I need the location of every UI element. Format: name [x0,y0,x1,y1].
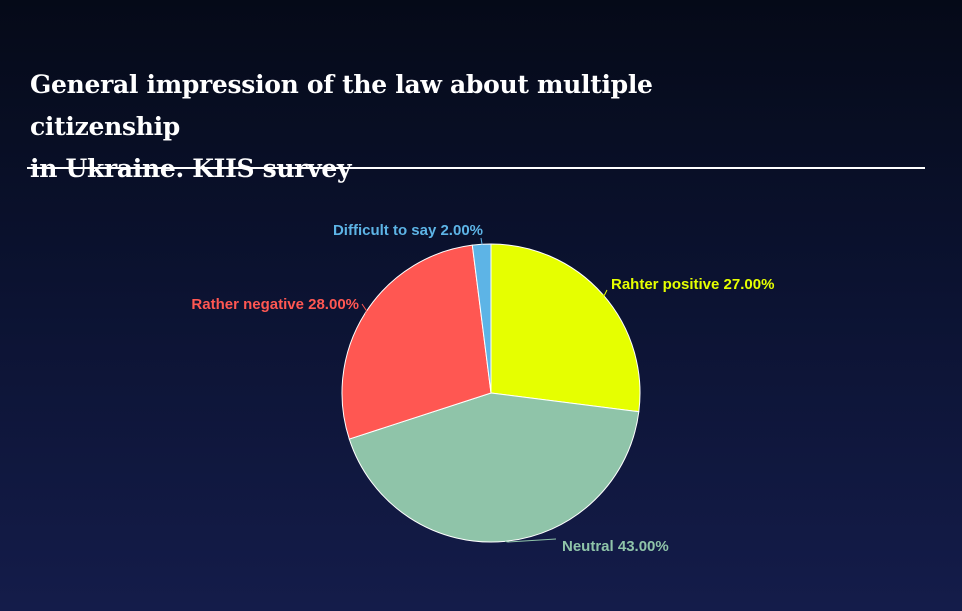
leader-line-neutral [504,538,557,543]
title-divider [27,167,925,169]
pie-slice-rahter-positive [490,243,641,413]
pie-slice-neutral [348,392,640,543]
leader-line-difficult-to-say [480,237,483,245]
slice-label-rahter-positive: Rahter positive 27.00% [611,276,774,293]
slice-label-rather-negative: Rather negative 28.00% [191,296,359,313]
slice-labels: Rahter positive 27.00% Neutral 43.00% Rath… [191,222,774,555]
slice-label-difficult-to-say: Difficult to say 2.00% [333,222,483,239]
label-leaders [361,237,608,543]
pie-slice-difficult-to-say [471,243,492,394]
chart-title: General impression of the law about mult… [30,70,653,183]
slice-label-neutral: Neutral 43.00% [562,538,669,555]
pie-slices [341,243,641,543]
leader-line-rahter-positive [602,289,608,297]
pie-slice-rather-negative [341,244,492,440]
leader-line-rather-negative [361,303,369,314]
